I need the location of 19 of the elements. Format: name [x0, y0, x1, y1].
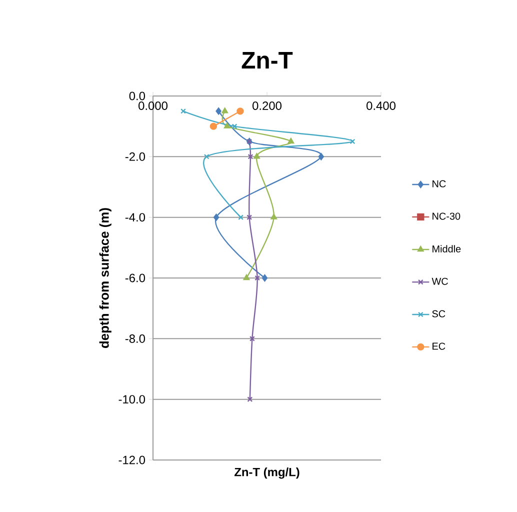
x-tick-label: 0.400: [366, 102, 396, 110]
legend-label: NC: [432, 180, 446, 188]
legend-label: NC-30: [432, 212, 460, 220]
x-axis-title: Zn-T (mg/L): [234, 468, 300, 479]
legend-label: EC: [432, 342, 446, 350]
y-tick-label: -2.0: [125, 152, 146, 161]
x-tick-label: 0.000: [138, 102, 168, 110]
y-tick-label: -10.0: [118, 395, 146, 404]
y-tick-label: -12.0: [118, 456, 146, 464]
y-tick-label: -6.0: [125, 274, 146, 282]
y-axis-title: depth from surface (m): [99, 208, 112, 348]
legend-label: Middle: [432, 245, 461, 252]
legend-label: SC: [432, 310, 446, 318]
y-tick-label: -8.0: [125, 334, 146, 343]
legend-label: WC: [432, 278, 448, 285]
y-tick-label: -4.0: [125, 213, 146, 222]
y-tick-label: 0.0: [129, 92, 146, 100]
chart-title: Zn-T: [242, 52, 293, 68]
x-tick-label: 0.200: [252, 102, 282, 110]
